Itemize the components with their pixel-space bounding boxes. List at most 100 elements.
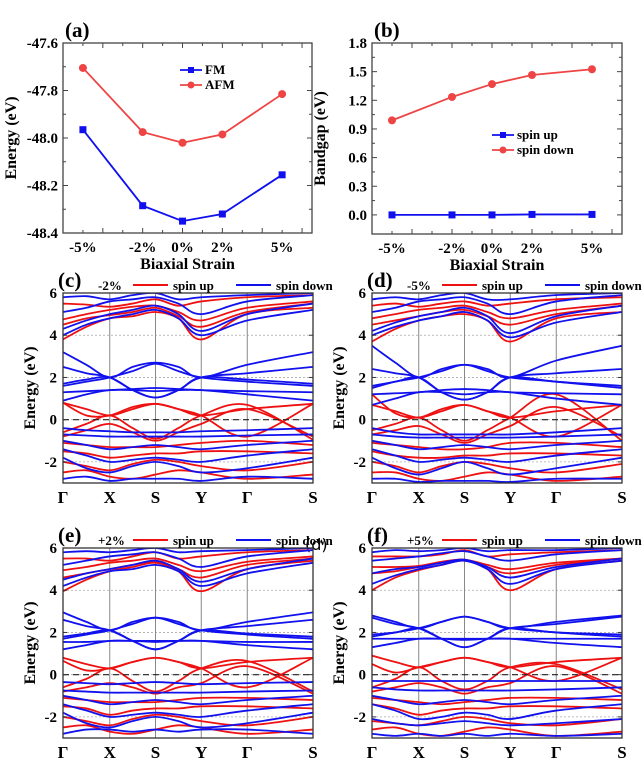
spin-down-band (372, 718, 622, 727)
data-point (588, 210, 596, 218)
kpoint-label: X (413, 743, 426, 762)
spin-up-band (63, 469, 313, 480)
axes-frame (62, 292, 314, 484)
panel-label: (b) (374, 18, 400, 42)
spin-up-band (63, 656, 313, 689)
x-tick-label: 2% (521, 241, 544, 257)
spin-down-band (372, 294, 622, 316)
y-tick-label: 4 (50, 583, 58, 599)
legend-label-spin-down: spin down (585, 533, 642, 548)
strain-label: +2% (98, 533, 125, 548)
spin-up-band (63, 656, 313, 670)
legend-label-spin-up: spin up (173, 533, 214, 548)
y-tick-label: 1.8 (348, 36, 367, 52)
x-tick-label: 0% (481, 241, 504, 257)
axes-frame (371, 292, 623, 484)
panel-label: (e) (58, 523, 81, 547)
legend-marker (187, 81, 195, 89)
data-point (448, 92, 456, 101)
legend-label: FM (205, 62, 225, 77)
spin-down-band (372, 703, 622, 721)
spin-up-band (63, 559, 313, 593)
data-point (528, 70, 536, 79)
spin-down-band (63, 362, 313, 387)
spin-down-band (372, 732, 622, 737)
strain-label: +5% (407, 533, 434, 548)
spin-down-band (63, 439, 313, 451)
data-point (278, 171, 286, 179)
spin-up-band (372, 549, 622, 558)
spin-down-band (63, 639, 313, 643)
spin-down-band (63, 456, 313, 474)
x-tick-label: 5% (271, 240, 294, 256)
data-point (139, 202, 147, 210)
spin-down-band (372, 390, 622, 406)
axes-frame (371, 42, 623, 235)
kpoint-label: Y (195, 743, 207, 762)
axes-frame (62, 547, 314, 739)
spin-up-band (372, 450, 622, 459)
spin-up-band (63, 302, 313, 328)
data-point (79, 126, 87, 134)
y-axis-title: Energy (eV) (331, 601, 348, 684)
y-axis-title: Bandgap (eV) (312, 91, 329, 186)
bands (372, 548, 622, 737)
data-point (138, 128, 147, 137)
legend-label-spin-up: spin up (482, 533, 523, 548)
panel-label: (a) (65, 18, 90, 42)
bands (372, 293, 622, 483)
spin-up-band (372, 311, 622, 343)
panel-c: -2 0 2 4 6 Γ X S Y Γ S Energy (eV) (c) -2% spin up spin… (22, 268, 333, 507)
legend-marker (500, 132, 506, 138)
spin-down-band (63, 616, 313, 640)
y-tick-label: 6 (50, 541, 58, 557)
x-tick-label: -2% (438, 241, 466, 257)
y-tick-label: 6 (359, 286, 367, 302)
panel-f: -2 0 2 4 6 Γ X S Y Γ S Energy (eV) (f) +5% spin up spin… (331, 523, 642, 762)
series-line-afm (82, 67, 283, 144)
data-point (488, 211, 496, 219)
spin-up-band (372, 703, 622, 716)
legend-label-spin-up: spin up (173, 278, 214, 293)
spin-down-band (63, 475, 313, 482)
legend-label: AFM (205, 77, 235, 92)
kpoint-label: Γ (242, 488, 253, 507)
kpoint-label: Γ (242, 743, 253, 762)
data-point (179, 217, 187, 225)
y-tick-label: 4 (359, 328, 367, 344)
y-tick-label: 4 (50, 328, 58, 344)
spin-down-band (372, 427, 622, 436)
spin-down-band (63, 308, 313, 337)
spin-down-band (63, 549, 313, 568)
x-tick-label: 0% (171, 240, 194, 256)
data-point (448, 211, 456, 219)
spin-down-band (372, 549, 622, 562)
y-tick-label: -2 (45, 455, 58, 471)
kpoint-label: Γ (58, 488, 69, 507)
data-point (388, 211, 396, 219)
bands (63, 548, 313, 735)
data-point (78, 63, 87, 72)
y-axis-title: Energy (eV) (22, 346, 39, 429)
kpoint-label: Γ (58, 743, 69, 762)
spin-down-band (63, 351, 313, 379)
y-tick-label: 0 (359, 668, 367, 684)
spin-up-band (372, 654, 622, 669)
spin-down-band (63, 557, 313, 583)
y-tick-label: 0.9 (348, 122, 367, 138)
series-line-spin-down (391, 68, 593, 122)
legend-label-spin-down: spin down (276, 533, 333, 548)
spin-up-band (63, 306, 313, 341)
y-tick-label: 0.6 (348, 151, 367, 167)
spin-down-band (63, 375, 313, 399)
spin-down-band (63, 302, 313, 332)
x-tick-label: -5% (378, 241, 406, 257)
spin-down-band (63, 681, 313, 686)
y-tick-label: -2 (354, 455, 367, 471)
legend-label-spin-down: spin down (276, 278, 333, 293)
x-tick-label: -2% (129, 240, 157, 256)
spin-down-band (372, 304, 622, 335)
kpoint-label: Γ (367, 743, 378, 762)
spin-down-band (63, 639, 313, 651)
kpoint-label: X (104, 743, 117, 762)
